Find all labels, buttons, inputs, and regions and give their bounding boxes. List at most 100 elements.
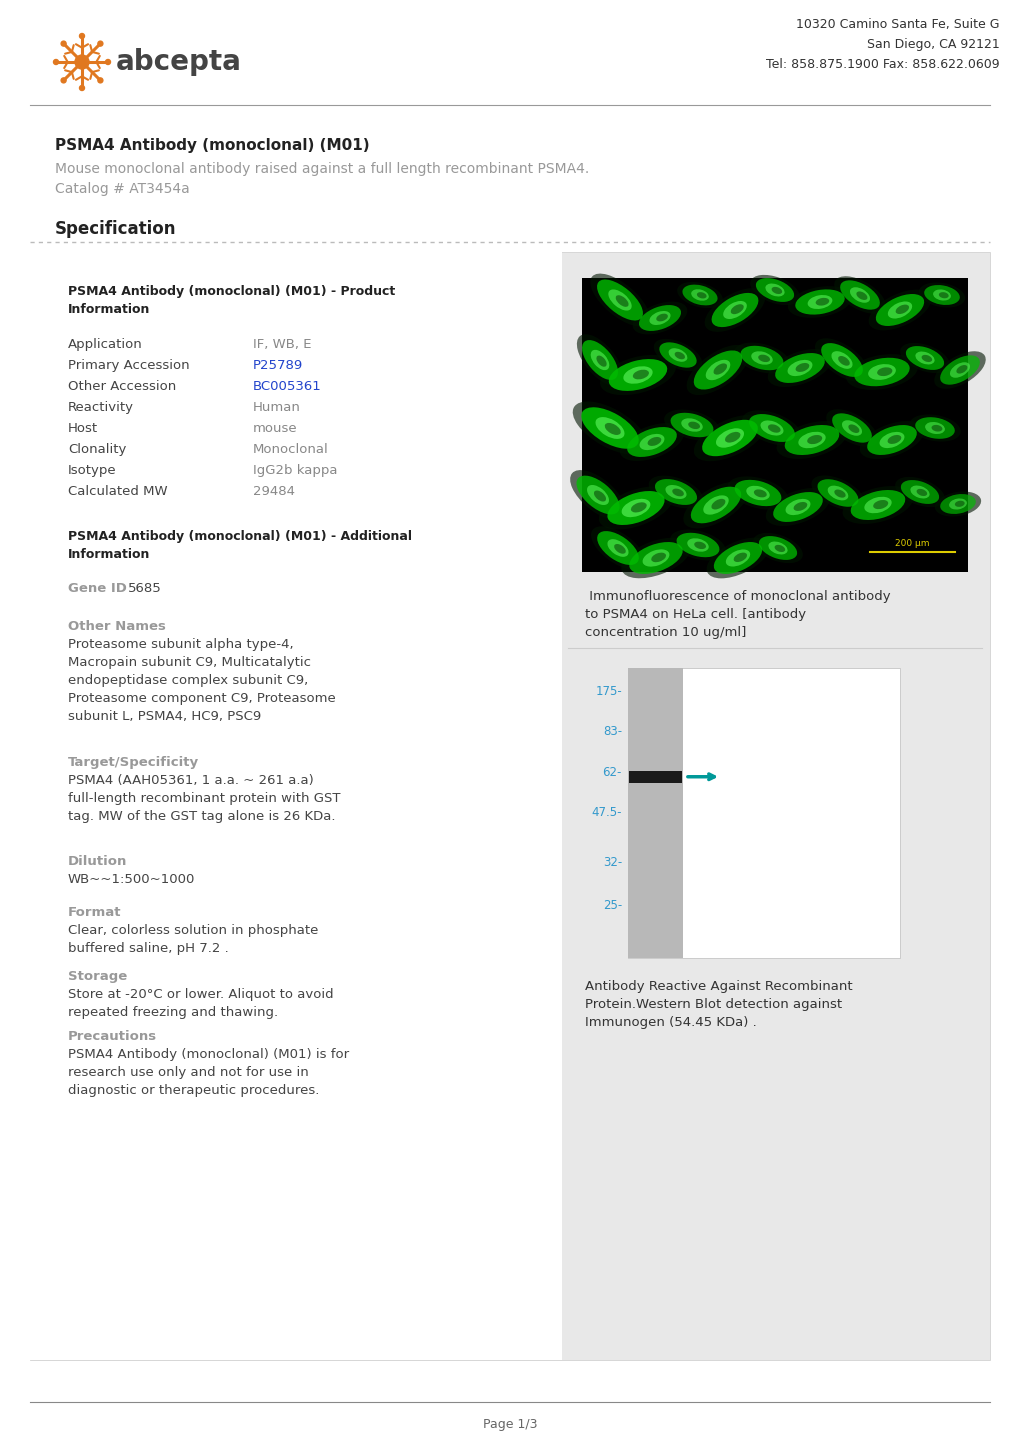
Ellipse shape (667, 348, 687, 362)
Ellipse shape (577, 335, 623, 386)
Ellipse shape (878, 433, 904, 448)
Bar (628, 668, 899, 957)
Ellipse shape (775, 421, 847, 459)
Ellipse shape (760, 421, 783, 435)
Ellipse shape (706, 538, 768, 578)
Ellipse shape (713, 542, 761, 574)
Ellipse shape (749, 275, 799, 306)
Ellipse shape (693, 415, 765, 461)
Ellipse shape (604, 423, 621, 435)
Ellipse shape (687, 538, 708, 552)
Text: 5685: 5685 (127, 583, 162, 596)
Ellipse shape (590, 526, 644, 570)
Circle shape (79, 85, 85, 91)
Ellipse shape (751, 352, 772, 365)
Ellipse shape (627, 427, 677, 457)
Ellipse shape (711, 293, 758, 327)
Ellipse shape (921, 355, 931, 362)
Ellipse shape (590, 350, 608, 371)
Ellipse shape (866, 425, 916, 456)
Ellipse shape (677, 283, 722, 309)
Ellipse shape (933, 352, 984, 389)
Ellipse shape (683, 482, 748, 528)
Ellipse shape (653, 339, 701, 371)
Circle shape (53, 59, 58, 65)
Ellipse shape (887, 435, 901, 444)
Ellipse shape (752, 534, 802, 564)
Ellipse shape (910, 486, 928, 499)
Text: 32-: 32- (602, 855, 622, 868)
Ellipse shape (730, 304, 743, 314)
Ellipse shape (876, 368, 892, 376)
Ellipse shape (842, 486, 913, 523)
Text: PSMA4 Antibody (monoclonal) (M01) - Additional
Information: PSMA4 Antibody (monoclonal) (M01) - Addi… (68, 531, 412, 561)
Ellipse shape (841, 420, 861, 435)
Text: 62-: 62- (602, 766, 622, 779)
Text: mouse: mouse (253, 423, 298, 435)
Text: Target/Specificity: Target/Specificity (68, 756, 199, 769)
Bar (30, 252, 989, 1360)
Text: Specification: Specification (55, 221, 176, 238)
Text: Other Accession: Other Accession (68, 381, 176, 394)
Text: Dilution: Dilution (68, 855, 127, 868)
Ellipse shape (930, 425, 942, 431)
Ellipse shape (648, 476, 703, 509)
Ellipse shape (814, 339, 868, 382)
Bar (30, 252, 561, 1360)
Ellipse shape (934, 492, 980, 516)
Ellipse shape (895, 304, 908, 314)
Ellipse shape (696, 293, 706, 298)
Ellipse shape (924, 423, 944, 434)
Ellipse shape (658, 342, 696, 368)
Ellipse shape (620, 423, 684, 461)
Circle shape (75, 55, 89, 69)
Ellipse shape (596, 280, 642, 320)
Ellipse shape (649, 311, 669, 324)
Ellipse shape (830, 352, 852, 369)
Ellipse shape (638, 306, 681, 330)
Text: Store at -20°C or lower. Aliquot to avoid
repeated freezing and thawing.: Store at -20°C or lower. Aliquot to avoi… (68, 988, 333, 1019)
Text: Catalog # AT3454a: Catalog # AT3454a (55, 182, 190, 196)
Text: P25789: P25789 (253, 359, 303, 372)
Ellipse shape (672, 489, 683, 496)
Text: Application: Application (68, 337, 143, 350)
Text: Calculated MW: Calculated MW (68, 485, 167, 497)
Text: 200 μm: 200 μm (894, 539, 928, 548)
Ellipse shape (613, 544, 626, 554)
Ellipse shape (570, 470, 626, 521)
Text: 83-: 83- (602, 725, 622, 738)
Text: PSMA4 (AAH05361, 1 a.a. ~ 261 a.a)
full-length recombinant protein with GST
tag.: PSMA4 (AAH05361, 1 a.a. ~ 261 a.a) full-… (68, 774, 340, 823)
Ellipse shape (632, 369, 648, 379)
Text: Clonality: Clonality (68, 443, 126, 456)
Text: Immunofluorescence of monoclonal antibody
to PSMA4 on HeLa cell. [antibody
conce: Immunofluorescence of monoclonal antibod… (585, 590, 890, 639)
Ellipse shape (746, 486, 769, 500)
Ellipse shape (582, 340, 618, 379)
Text: 47.5-: 47.5- (591, 806, 622, 819)
Ellipse shape (581, 407, 638, 448)
Ellipse shape (937, 293, 948, 298)
Ellipse shape (642, 549, 668, 567)
Ellipse shape (918, 283, 964, 307)
Ellipse shape (840, 280, 879, 310)
Ellipse shape (596, 531, 638, 565)
Ellipse shape (631, 502, 646, 512)
Text: 175-: 175- (595, 685, 622, 698)
Circle shape (79, 33, 85, 39)
Ellipse shape (606, 492, 664, 525)
Ellipse shape (629, 542, 682, 574)
Ellipse shape (647, 437, 660, 446)
Ellipse shape (954, 500, 964, 508)
Ellipse shape (856, 291, 866, 300)
Ellipse shape (621, 538, 690, 578)
Ellipse shape (795, 290, 844, 314)
Ellipse shape (669, 412, 712, 437)
Ellipse shape (825, 410, 877, 447)
Ellipse shape (895, 477, 944, 508)
Text: BC005361: BC005361 (253, 381, 321, 394)
Ellipse shape (715, 428, 743, 447)
Ellipse shape (785, 499, 810, 515)
Ellipse shape (834, 277, 884, 314)
Ellipse shape (767, 349, 832, 386)
Ellipse shape (887, 301, 911, 319)
Ellipse shape (948, 499, 966, 509)
